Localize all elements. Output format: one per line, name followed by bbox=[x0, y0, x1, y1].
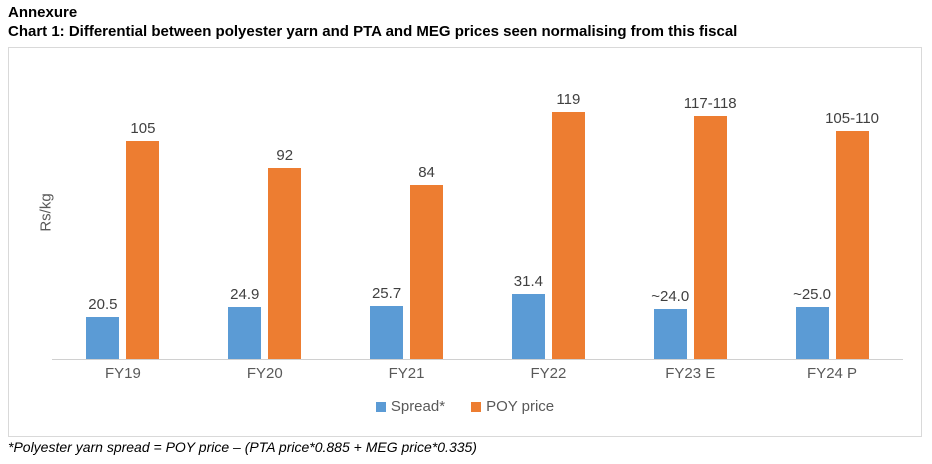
bar-poy-price-fy24-p: 105-110 bbox=[825, 110, 879, 359]
x-tick-fy19: FY19 bbox=[104, 365, 141, 382]
legend-label-poy-price: POY price bbox=[486, 398, 555, 415]
x-tick-fy23-e: FY23 E bbox=[665, 365, 716, 382]
legend-label-spread: Spread* bbox=[390, 398, 446, 415]
chart-area: Rs/kg 20.5 105 24.9 92 25.7 84 31.4 119 ~24.0 117… bbox=[8, 47, 922, 437]
bar-value-label-spread-fy20: 24.9 bbox=[230, 286, 260, 303]
bar-poy-price-fy22: 119 bbox=[551, 91, 585, 359]
bar-value-label-spread-fy19: 20.5 bbox=[88, 296, 118, 313]
bar-poy-price-fy19: 105 bbox=[126, 120, 160, 359]
bar-spread-fy21: 25.7 bbox=[370, 285, 404, 359]
bar-group-fy21: 25.7 84 bbox=[336, 69, 478, 359]
x-tick-fy22: FY22 bbox=[530, 365, 567, 382]
bar-group-fy19: 20.5 105 bbox=[52, 69, 194, 359]
legend-swatch-icon-poy-price bbox=[471, 401, 482, 412]
bar-value-label-spread-fy21: 25.7 bbox=[371, 285, 402, 302]
bar-value-label-spread-fy22: 31.4 bbox=[513, 273, 543, 290]
bar-value-label-spread-fy23-e: ~24.0 bbox=[651, 288, 690, 305]
annexure-heading: Annexure bbox=[8, 4, 78, 21]
footnote: *Polyester yarn spread = POY price – (PT… bbox=[8, 439, 477, 455]
bar-poy-price-fy21: 84 bbox=[410, 164, 444, 359]
bar-poy-price-fy20: 92 bbox=[268, 147, 302, 359]
bar-group-fy23-e: ~24.0 117-118 bbox=[619, 69, 761, 359]
chart-title: Chart 1: Differential between polyester … bbox=[8, 23, 738, 40]
bar-group-fy24-p: ~25.0 105-110 bbox=[761, 69, 903, 359]
bar-spread-fy19: 20.5 bbox=[86, 296, 120, 359]
legend-item-poy-price: POY price bbox=[471, 398, 554, 415]
bar-value-label-poy-price-fy23-e: 117-118 bbox=[683, 95, 737, 112]
bar-group-fy22: 31.4 119 bbox=[477, 69, 619, 359]
legend: Spread* POY price bbox=[9, 398, 921, 415]
bar-spread-fy20: 24.9 bbox=[228, 286, 262, 359]
legend-swatch-icon-spread bbox=[375, 401, 386, 412]
bar-spread-fy23-e: ~24.0 bbox=[651, 288, 689, 359]
bar-poy-price-fy23-e: 117-118 bbox=[684, 95, 737, 359]
bar-value-label-poy-price-fy19: 105 bbox=[130, 120, 156, 137]
x-tick-fy21: FY21 bbox=[388, 365, 425, 382]
bar-value-label-spread-fy24-p: ~25.0 bbox=[793, 286, 832, 303]
x-axis-labels: FY19 FY20 FY21 FY22 FY23 E FY24 P bbox=[52, 365, 903, 382]
x-tick-fy24-p: FY24 P bbox=[807, 365, 858, 382]
bar-value-label-poy-price-fy24-p: 105-110 bbox=[825, 110, 880, 127]
bar-spread-fy22: 31.4 bbox=[511, 273, 545, 359]
bar-spread-fy24-p: ~25.0 bbox=[793, 286, 831, 359]
x-tick-fy20: FY20 bbox=[246, 365, 283, 382]
bar-value-label-poy-price-fy21: 84 bbox=[418, 164, 435, 181]
bar-group-fy20: 24.9 92 bbox=[194, 69, 336, 359]
bar-value-label-poy-price-fy22: 119 bbox=[556, 91, 581, 108]
bar-value-label-poy-price-fy20: 92 bbox=[276, 147, 294, 164]
plot-area: 20.5 105 24.9 92 25.7 84 31.4 119 ~24.0 117-118 ~2… bbox=[52, 69, 903, 360]
legend-item-spread: Spread* bbox=[375, 398, 446, 415]
